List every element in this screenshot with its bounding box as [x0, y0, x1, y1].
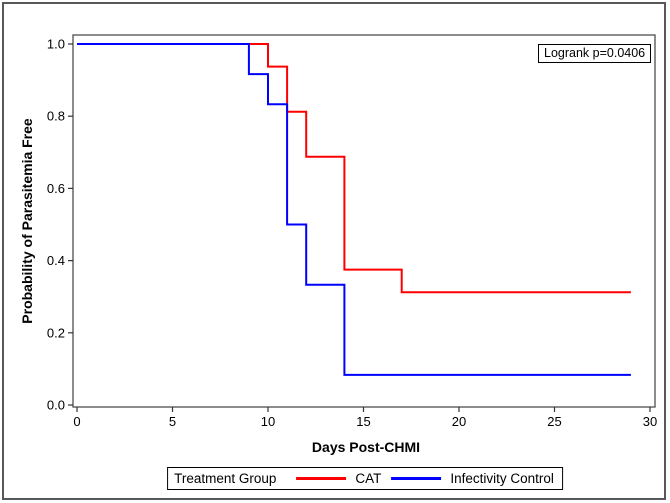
y-axis-title: Probability of Parasitemia Free: [19, 118, 35, 324]
legend-label-infectivity-control: Infectivity Control: [450, 471, 554, 486]
y-axis-tick-label: 0.2: [47, 325, 65, 340]
legend: Treatment Group CAT Infectivity Control: [167, 467, 563, 490]
y-axis-tick-label: 1.0: [47, 37, 65, 52]
x-axis-tick-label: 15: [356, 414, 370, 429]
plot-frame: [72, 34, 656, 408]
y-axis-tick-label: 0.0: [47, 398, 65, 413]
x-axis-tick-label: 5: [169, 414, 176, 429]
survival-curve-infectivity-control: [77, 43, 631, 376]
x-axis-tick-label: 30: [643, 414, 657, 429]
legend-line-infectivity-control: [391, 477, 442, 480]
x-axis-tick-label: 20: [452, 414, 466, 429]
legend-label-cat: CAT: [355, 471, 382, 486]
survival-curve-cat: [77, 43, 631, 294]
x-axis-title: Days Post-CHMI: [311, 439, 421, 455]
x-axis-tick-label: 0: [73, 414, 80, 429]
legend-title: Treatment Group: [174, 471, 277, 486]
y-axis-tick-label: 0.6: [47, 181, 65, 196]
y-axis-tick-label: 0.4: [47, 253, 65, 268]
legend-line-cat: [296, 477, 347, 480]
logrank-annotation-box: Logrank p=0.0406: [538, 44, 652, 63]
x-axis-tick-label: 10: [261, 414, 275, 429]
y-axis-tick-label: 0.8: [47, 109, 65, 124]
x-axis-tick-label: 25: [547, 414, 561, 429]
logrank-annotation-text: Logrank p=0.0406: [544, 46, 646, 60]
